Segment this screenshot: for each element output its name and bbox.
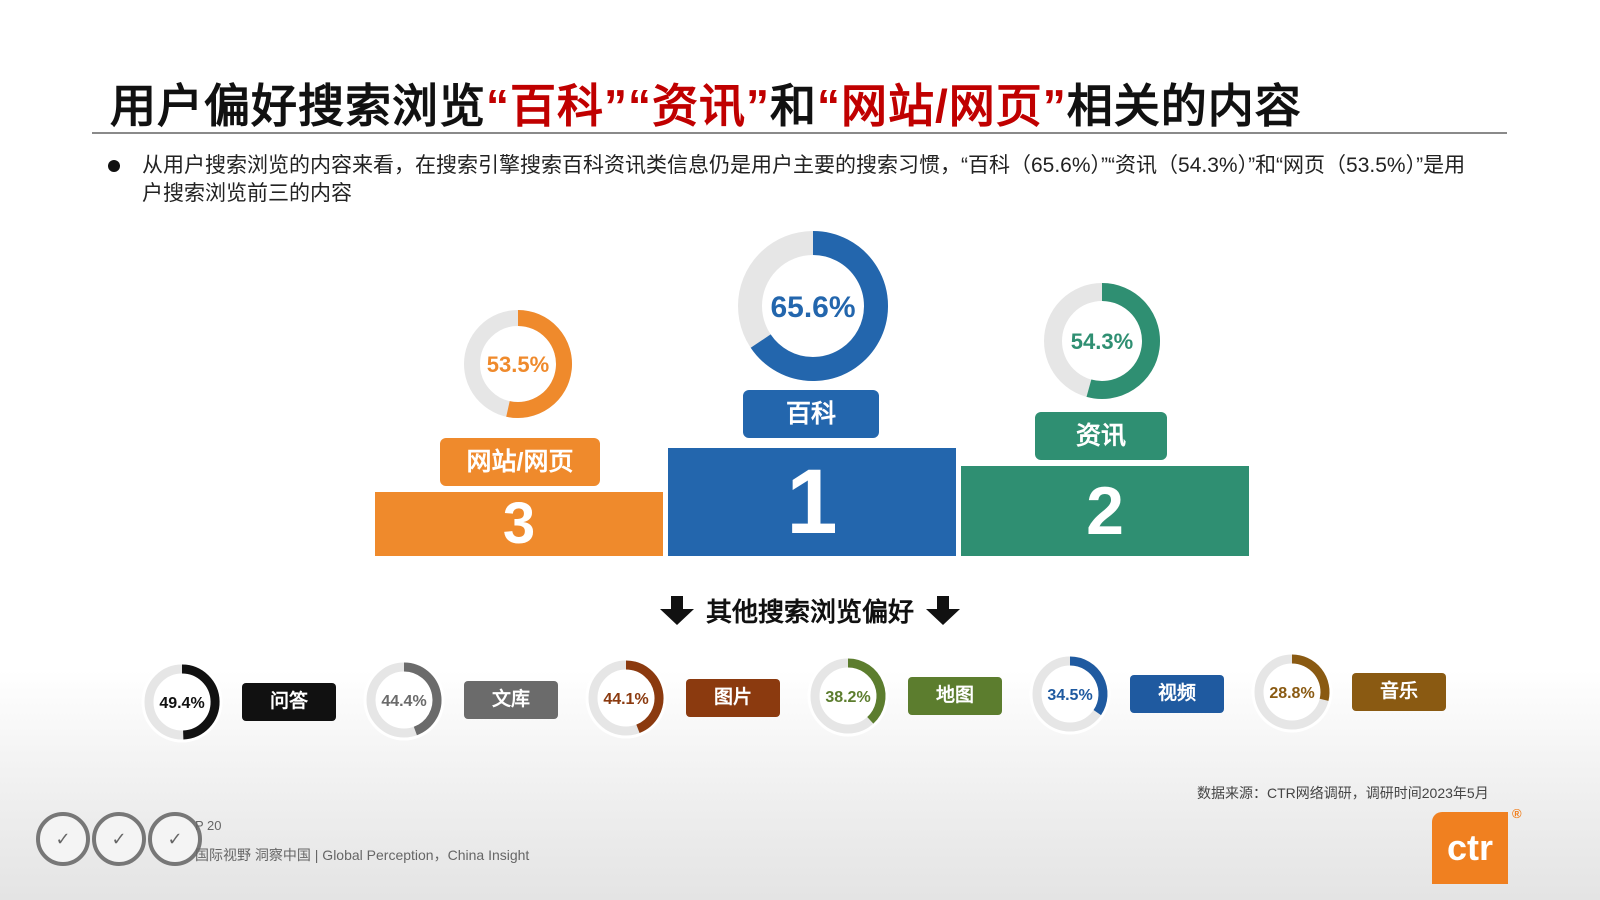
certification-check-icon: ✓ [148,812,202,866]
donut-other-5-arc [1069,656,1108,716]
donut-other-4-arc [847,658,886,724]
donut-other-5: 34.5% [1029,653,1111,735]
other-preference-label-2: 文库 [464,681,558,719]
donut-third: 53.5% [461,307,575,421]
summary-bullet: 从用户搜索浏览的内容来看，在搜索引擎搜索百科资讯类信息仍是用户主要的搜索习惯，“… [142,154,1466,205]
page-title: 用户偏好搜索浏览“百科”“资讯”和“网站/网页”相关的内容 [110,70,1302,136]
data-source: 数据来源：CTR网络调研，调研时间2023年5月 [1197,785,1489,801]
donut-other-4-value: 38.2% [825,689,870,706]
donut-other-1-arc [181,664,220,740]
bullet-dot [108,160,120,172]
title-highlight-wangzhan: “网站/网页” [817,80,1067,132]
other-preference-label-3: 图片 [686,679,780,717]
registered-mark: ® [1512,806,1522,821]
donut-first-value: 65.6% [770,291,855,324]
donut-other-2-arc [403,662,442,736]
donut-second-value: 54.3% [1071,329,1133,354]
podium-rank-first: 1 [786,451,838,553]
certification-badges: ✓ ✓ ✓ [36,812,202,866]
title-highlight-zixun: “资讯” [628,80,770,132]
certification-check-icon: ✓ [92,812,146,866]
other-preference-label-5: 视频 [1130,675,1224,713]
footer-tagline: 国际视野 洞察中国 | Global Perception，China Insi… [195,847,530,863]
title-part-3: 相关的内容 [1066,80,1302,132]
donut-other-6-value: 28.8% [1269,685,1314,702]
podium-rank-third: 3 [502,491,536,556]
podium-block-second: 2 [961,466,1249,556]
arrow-down-icon [926,595,961,626]
title-highlight-baike: “百科” [486,80,628,132]
donut-other-3-value: 44.1% [603,691,648,708]
donut-second-arc [1086,283,1160,399]
other-preferences-heading: 其他搜索浏览偏好 [660,592,961,629]
page-number: P 20 [195,818,222,833]
ctr-logo: ctr [1432,812,1508,884]
title-part-2: 和 [770,80,817,132]
donut-other-3: 44.1% [585,657,667,739]
donut-other-2: 44.4% [363,659,445,741]
other-preference-label-1: 问答 [242,683,336,721]
donut-first: 65.6% [735,228,891,384]
other-preference-label-4: 地图 [908,677,1002,715]
podium-block-first: 1 [668,448,956,556]
donut-third-value: 53.5% [487,352,549,377]
donut-other-3-arc [625,660,664,733]
arrow-down-icon [660,595,694,626]
donut-other-6: 28.8% [1251,651,1333,733]
podium-rank-second: 2 [1086,473,1124,549]
podium-label-first: 百科 [743,390,879,438]
podium-label-third: 网站/网页 [440,438,600,486]
donut-other-1: 49.4% [141,661,223,743]
donut-third-arc [506,310,573,418]
donut-second: 54.3% [1041,280,1163,402]
donut-other-6-arc [1291,654,1330,701]
donut-first-arc [750,231,888,381]
certification-check-icon: ✓ [36,812,90,866]
podium-label-second: 资讯 [1035,412,1167,460]
other-preference-label-6: 音乐 [1352,673,1446,711]
donut-other-4: 38.2% [807,655,889,737]
other-preferences-label: 其他搜索浏览偏好 [706,597,915,627]
donut-other-1-value: 49.4% [159,695,204,712]
podium-block-third: 3 [375,492,663,556]
title-part-1: 用户偏好搜索浏览 [110,80,486,132]
donut-other-2-value: 44.4% [381,693,426,710]
donut-other-5-value: 34.5% [1047,687,1092,704]
title-divider [92,132,1507,134]
